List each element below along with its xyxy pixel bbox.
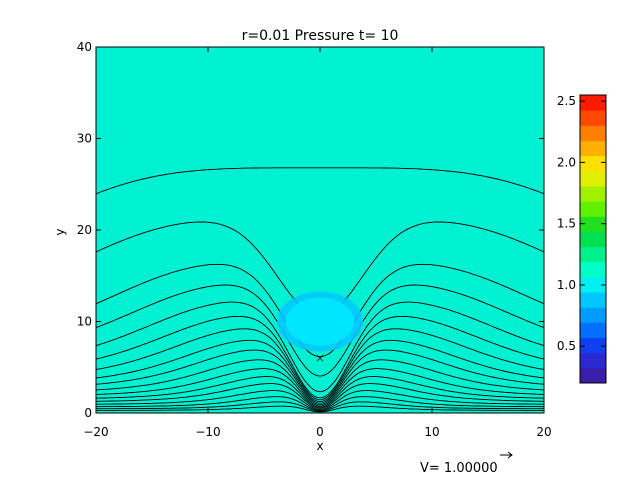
- colorbar-tick-label: 2.5: [557, 94, 576, 108]
- colorbar-tick-label: 1.5: [557, 217, 576, 231]
- x-tick-label: 0: [316, 425, 324, 439]
- colorbar-tick-label: 1.0: [557, 278, 576, 292]
- low-pressure-ring-inner: [286, 297, 354, 346]
- y-tick-label: 40: [77, 40, 92, 54]
- x-axis-label: x: [316, 439, 323, 453]
- colorbar-segment: [580, 322, 606, 339]
- contour-line-5: [96, 301, 544, 393]
- contour-line-7: [96, 328, 544, 401]
- contour-line-8: [96, 339, 544, 403]
- y-tick-label: 20: [77, 223, 92, 237]
- colorbar: 0.5 1.0 1.5 2.0 2.5: [557, 94, 607, 384]
- pressure-features: [277, 291, 363, 362]
- colorbar-tick-label: 0.5: [557, 339, 576, 353]
- contour-line-6: [96, 315, 544, 399]
- x-tick-label: −20: [83, 425, 108, 439]
- secondary-marker-x: [316, 354, 324, 362]
- contour-line-4: [96, 284, 544, 377]
- colorbar-frame: [579, 94, 607, 384]
- colorbar-segment: [580, 307, 606, 323]
- colorbar-segment: [580, 125, 606, 141]
- y-tick-label: 0: [84, 406, 92, 420]
- contour-line-12: [96, 376, 544, 408]
- colorbar-segment: [580, 246, 606, 263]
- colorbar-segment: [580, 276, 606, 293]
- x-tick-label: 10: [424, 425, 439, 439]
- y-axis-ticks: 0 10 20 30 40: [77, 40, 544, 420]
- colorbar-segment: [580, 110, 606, 126]
- colorbar-segment: [580, 337, 606, 354]
- contour-line-9: [96, 349, 544, 404]
- colorbar-segment: [580, 292, 606, 308]
- x-axis-ticks: −20 −10 0 10 20: [83, 47, 552, 439]
- plot-area: [96, 47, 544, 413]
- x-tick-label: 20: [536, 425, 551, 439]
- contour-line-11: [96, 368, 544, 407]
- colorbar-segment: [580, 201, 606, 217]
- contour-line-10: [96, 359, 544, 406]
- colorbar-segment: [580, 261, 606, 278]
- colorbar-segment: [580, 231, 606, 248]
- contour-line-3: [96, 263, 544, 358]
- y-axis-label: y: [53, 228, 67, 235]
- colorbar-segment: [580, 155, 606, 172]
- colorbar-segment: [580, 352, 606, 369]
- colorbar-segment: [580, 170, 606, 187]
- colorbar-segment: [580, 367, 606, 384]
- vector-scale-arrow: [500, 451, 513, 459]
- y-tick-label: 30: [77, 132, 92, 146]
- colorbar-segment: [580, 216, 606, 232]
- vector-scale-label: V= 1.00000: [420, 461, 498, 476]
- chart-title: r=0.01 Pressure t= 10: [242, 28, 399, 44]
- colorbar-segment: [580, 185, 606, 202]
- colorbar-segment: [580, 95, 606, 111]
- x-tick-label: −10: [195, 425, 220, 439]
- colorbar-tick-label: 2.0: [557, 155, 576, 169]
- colorbar-segment: [580, 140, 606, 157]
- contour-line-1: [96, 167, 544, 195]
- y-tick-label: 10: [77, 315, 92, 329]
